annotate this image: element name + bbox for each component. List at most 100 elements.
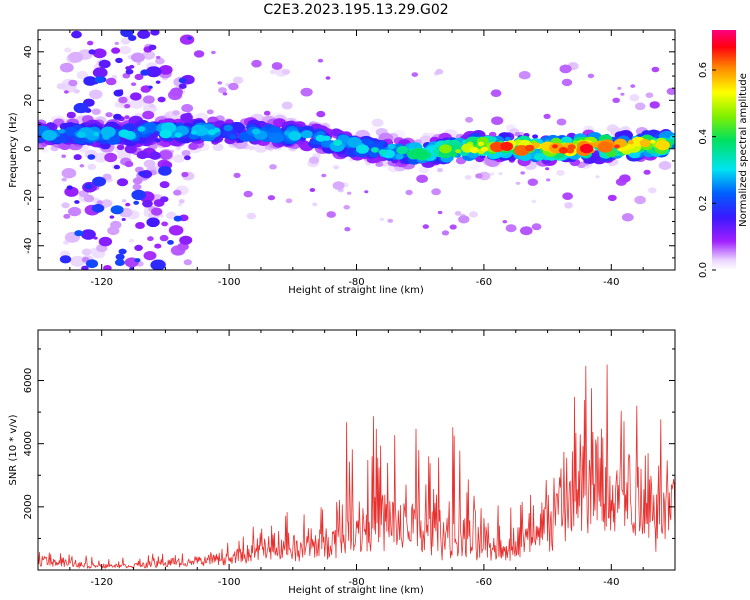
- spectrogram-blob: [113, 164, 120, 170]
- spectrogram-blob: [92, 176, 107, 187]
- spectrogram-blob: [405, 189, 413, 196]
- spectrogram-blob: [345, 147, 359, 158]
- spectrogram-blob: [243, 190, 253, 198]
- spectrogram-blob: [645, 92, 654, 98]
- spectrogram-blob: [316, 110, 326, 118]
- spectrogram-blob: [619, 174, 631, 183]
- spectrogram-blob: [367, 140, 374, 145]
- spectrogram-blob: [454, 211, 462, 216]
- figure-title: C2E3.2023.195.13.29.G02: [263, 2, 448, 18]
- spectrogram-blob: [666, 87, 675, 95]
- spectrogram-blob: [212, 143, 224, 152]
- spectrogram-blob: [147, 236, 154, 242]
- spectrogram-blob: [129, 267, 134, 270]
- spectrogram-blob: [149, 104, 155, 108]
- spectrogram-blob: [488, 131, 497, 138]
- spectrogram-blob: [104, 152, 118, 163]
- spectrogram-blob: [135, 222, 145, 229]
- x-tick-label: -40: [603, 277, 619, 288]
- spectrogram-blob: [140, 69, 150, 76]
- spectrogram-blob: [103, 265, 112, 270]
- spectrogram-blob: [301, 130, 313, 139]
- spectrogram-blob: [315, 134, 326, 142]
- spectrogram-blob: [107, 226, 120, 236]
- spectrogram-blob: [269, 69, 277, 75]
- spectrogram-blob: [143, 95, 155, 104]
- spectrogram-blob: [155, 57, 165, 65]
- spectrogram-blob: [131, 189, 146, 201]
- spectrogram-blob: [458, 215, 470, 224]
- spectrogram-blob: [129, 98, 144, 109]
- spectrogram-blob: [81, 248, 92, 256]
- spectrogram-blob: [101, 199, 113, 208]
- spectrogram-blob: [41, 129, 58, 141]
- spectrogram-blob: [527, 178, 538, 186]
- spectrogram-blob: [160, 196, 169, 203]
- x-tick-label: -60: [476, 577, 492, 588]
- spectrogram-blob: [395, 153, 404, 160]
- spectrogram-blob: [312, 202, 318, 207]
- spectrogram-blob: [66, 111, 76, 119]
- spectrogram-y-label: Frequency (Hz): [8, 112, 19, 188]
- spectrogram-blob: [412, 148, 427, 158]
- spectrogram-blob: [64, 47, 72, 53]
- spectrogram-blob: [124, 161, 134, 168]
- spectrogram-blob: [187, 36, 192, 40]
- spectrogram-blob: [347, 191, 352, 195]
- snr-panel: -120 -100 -80 -60 -40 2000 4000 6000 Height of…: [8, 329, 676, 596]
- spectrogram-blob: [532, 134, 539, 139]
- colorbar-label: Normalized spectral amplitude: [738, 73, 749, 227]
- spectrogram-blob: [533, 153, 545, 161]
- y-tick-label: 2000: [23, 494, 34, 519]
- spectrogram-blob: [115, 57, 123, 64]
- spectrogram-blob: [174, 132, 183, 138]
- spectrogram-blob: [120, 30, 134, 38]
- spectrogram-blob: [159, 150, 173, 160]
- spectrogram-blob: [73, 89, 80, 94]
- spectrogram-blob: [332, 181, 345, 190]
- spectrogram-blob: [222, 92, 228, 96]
- spectrogram-blob: [142, 50, 156, 60]
- spectrogram-blob: [271, 133, 285, 143]
- spectrogram-blob: [465, 116, 474, 123]
- colorbar-tick-label: 0.6: [698, 62, 709, 78]
- spectrogram-blob: [124, 104, 131, 109]
- spectrogram-blob: [180, 113, 193, 122]
- spectrogram-blob: [146, 66, 162, 78]
- colorbar-tick-label: 0.0: [698, 262, 709, 278]
- spectrogram-blob: [251, 59, 262, 68]
- spectrogram-blob: [83, 76, 97, 86]
- spectrogram-blob: [61, 168, 77, 179]
- y-tick-label: -20: [23, 189, 34, 205]
- spectrogram-blob: [271, 62, 283, 70]
- spectrogram-blob: [491, 116, 504, 125]
- spectrogram-blob: [148, 44, 157, 51]
- spectrogram-blob: [173, 215, 183, 222]
- spectrogram-blob: [116, 178, 129, 187]
- spectrogram-blob: [158, 166, 172, 176]
- spectrogram-blob: [73, 102, 89, 114]
- spectrogram-x-label: Height of straight line (km): [288, 285, 424, 296]
- spectrogram-blob: [524, 144, 535, 152]
- spectrogram-blob: [505, 224, 517, 233]
- spectrogram-blob: [176, 146, 181, 150]
- spectrogram-blob: [59, 62, 74, 73]
- spectrogram-blob: [118, 248, 127, 255]
- spectrogram-blob: [96, 200, 104, 206]
- spectrogram-blob: [56, 83, 66, 90]
- spectrogram-blob: [558, 147, 569, 154]
- spectrogram-blob: [597, 141, 613, 153]
- spectrogram-blob: [179, 34, 195, 45]
- spectrogram-blob: [228, 82, 239, 91]
- spectrogram-blob: [159, 65, 173, 75]
- x-tick-label: -60: [476, 277, 492, 288]
- spectrogram-blob: [114, 41, 120, 46]
- spectrogram-blob: [455, 149, 461, 154]
- spectrogram-blob: [85, 259, 99, 269]
- spectrogram-y-ticks: -40 -20 0 20 40: [23, 39, 675, 271]
- snr-series-line: [38, 364, 675, 569]
- spectrogram-blob: [437, 167, 443, 173]
- spectrogram-blob: [132, 183, 142, 191]
- spectrogram-blob: [188, 142, 199, 150]
- spectrogram-blob: [206, 109, 214, 115]
